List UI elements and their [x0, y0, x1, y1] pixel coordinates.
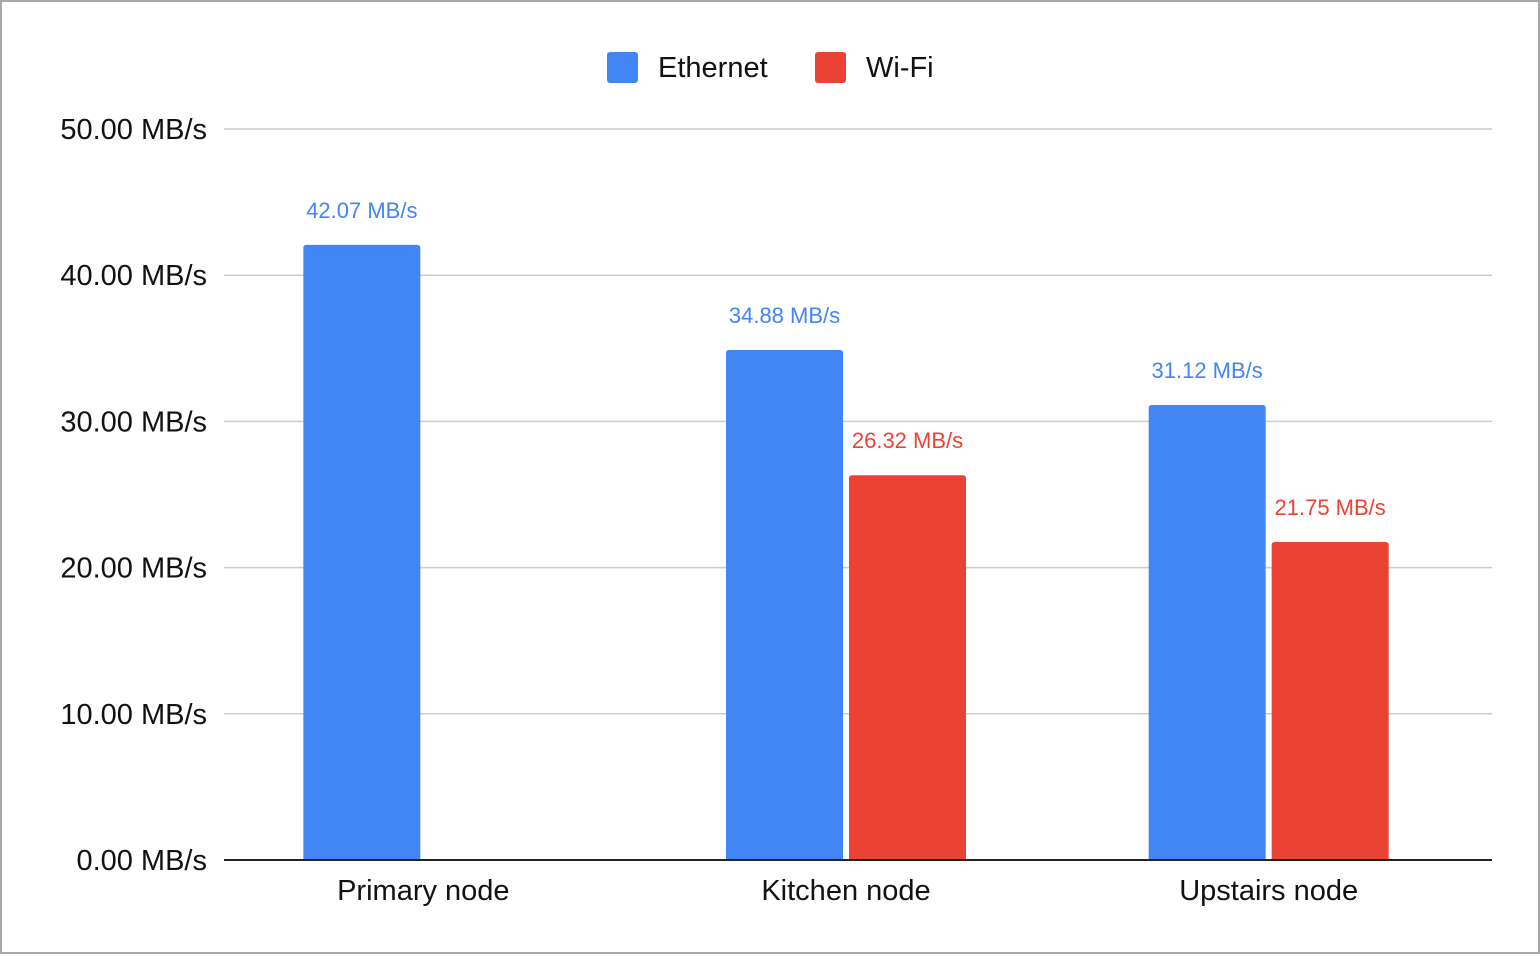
legend-swatch-wi-fi	[815, 52, 846, 83]
bars	[303, 244, 1389, 861]
bar-ethernet	[1148, 405, 1266, 860]
y-tick-label: 0.00 MB/s	[76, 845, 207, 877]
y-axis: 0.00 MB/s 10.00 MB/s 20.00 MB/s 30.00 MB/s 4…	[60, 114, 207, 877]
data-label-ethernet: 31.12 MB/s	[1152, 358, 1263, 383]
bar-wi-fi	[1271, 542, 1389, 860]
x-tick-label: Kitchen node	[761, 875, 930, 907]
legend-swatch-ethernet	[607, 52, 638, 83]
bar-wi-fi	[849, 475, 966, 860]
x-axis: Primary node Kitchen node Upstairs node	[224, 859, 1492, 907]
data-label-ethernet: 42.07 MB/s	[306, 198, 417, 223]
data-labels: 42.07 MB/s 34.88 MB/s 26.32 MB/s 31.12 MB/s…	[306, 198, 1386, 520]
data-label-wi-fi: 26.32 MB/s	[852, 428, 963, 453]
y-tick-label: 50.00 MB/s	[60, 114, 207, 146]
x-tick-label: Upstairs node	[1179, 875, 1358, 907]
legend-label-ethernet: Ethernet	[658, 52, 768, 84]
bar-ethernet	[303, 244, 421, 861]
legend: Ethernet Wi-Fi	[607, 52, 934, 84]
bar-ethernet	[726, 350, 843, 860]
y-tick-label: 40.00 MB/s	[60, 260, 207, 292]
data-label-ethernet: 34.88 MB/s	[729, 303, 840, 328]
legend-label-wi-fi: Wi-Fi	[866, 52, 934, 84]
data-label-wi-fi: 21.75 MB/s	[1275, 495, 1386, 520]
y-tick-label: 10.00 MB/s	[60, 699, 207, 731]
y-tick-label: 20.00 MB/s	[60, 553, 207, 585]
x-tick-label: Primary node	[337, 875, 509, 907]
y-tick-label: 30.00 MB/s	[60, 406, 207, 438]
